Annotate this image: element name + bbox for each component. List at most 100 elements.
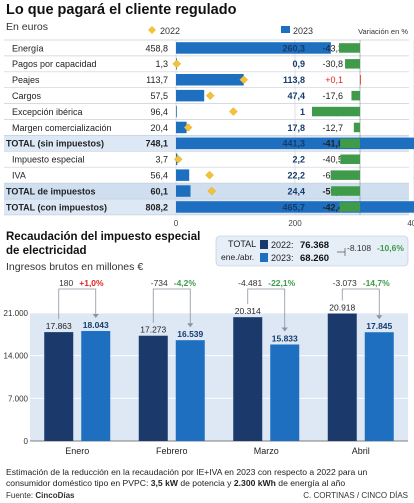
variation-bar [340, 138, 360, 149]
label-2022: 17.863 [46, 321, 72, 331]
change-abs: -734 [151, 278, 168, 288]
label-2022: 17.273 [140, 325, 166, 335]
bar-2023 [176, 137, 414, 150]
row-label: Cargos [12, 91, 42, 101]
value-2023: 22,2 [287, 170, 305, 180]
row-label: TOTAL (sin impuestos) [6, 139, 104, 149]
axis-tick-label: 200 [288, 219, 302, 228]
change-pct: -4,2% [174, 278, 197, 288]
change-pct: -14,7% [363, 278, 390, 288]
value-2022: 113,7 [146, 75, 168, 85]
y-tick-label: 7.000 [8, 394, 29, 403]
category-label: Enero [65, 446, 89, 456]
category-label: Marzo [254, 446, 279, 456]
source-line: Fuente: CincoDías [6, 491, 74, 500]
footnote: Estimación de la reducción en la recauda… [6, 467, 410, 488]
value-2023: 113,8 [283, 75, 305, 85]
variation-bar [311, 106, 360, 117]
marker-2022 [207, 186, 217, 196]
bar-2023 [176, 169, 190, 181]
variation-value: +0,1 [325, 75, 343, 85]
marker-2022 [205, 91, 215, 100]
variation-value: -42,4 [322, 202, 343, 212]
change-abs: 180 [59, 278, 73, 288]
category-label: Febrero [156, 446, 188, 456]
bar-2023 [364, 332, 394, 441]
variation-bar [351, 90, 360, 101]
total-diff: -8.108 [347, 243, 371, 253]
footnote-power: 3,5 kW [150, 477, 178, 488]
main-title: Lo que pagará el cliente regulado [6, 2, 237, 18]
y-tick-label: 0 [24, 437, 29, 446]
axis-tick-label: 0 [174, 219, 179, 228]
y-tick-label: 21.000 [4, 309, 29, 318]
value-2023: 465,7 [282, 202, 305, 212]
marker-2022 [173, 154, 183, 164]
label-2023: 15.833 [272, 333, 298, 343]
category-label: Abril [352, 446, 370, 456]
variation-value: -40,5 [322, 155, 343, 165]
footnote-text-2: de potencia y [177, 477, 234, 488]
bar-2023 [176, 74, 244, 86]
row-label: TOTAL de impuestos [6, 186, 96, 196]
change-connector [341, 288, 380, 319]
marker-2022 [205, 170, 214, 180]
change-connector [152, 288, 191, 327]
footnote-energy: 2.300 kWh [233, 477, 276, 488]
legend-2023-marker [281, 26, 290, 33]
bar-2023 [176, 89, 205, 102]
variation-bar [360, 75, 361, 85]
value-2022: 20,4 [150, 123, 168, 133]
bar-2022 [138, 335, 168, 441]
change-abs: -4.481 [238, 278, 262, 288]
chart-subtitle: Ingresos brutos en millones € [6, 261, 144, 273]
change-arrow [187, 323, 194, 328]
total-pct: -10,6% [377, 243, 404, 253]
total-2022-value: 76.368 [300, 240, 329, 251]
units-label: En euros [6, 21, 49, 33]
variation-bar [340, 154, 360, 164]
bar-2023 [175, 340, 205, 441]
value-2023: 260,3 [282, 43, 305, 53]
variation-value: -41,0 [322, 139, 343, 149]
change-arrow [376, 315, 383, 320]
change-pct: +1,0% [79, 278, 104, 288]
total-bracket [337, 248, 346, 256]
source-label: Fuente: [6, 491, 36, 500]
value-2022: 458,8 [145, 43, 168, 53]
label-2023: 16.539 [177, 329, 203, 339]
marker-2022 [239, 75, 248, 85]
row-label: Energía [12, 43, 44, 53]
total-2022-label: 2022: [271, 240, 294, 250]
total-2022-marker [260, 240, 268, 249]
value-2022: 748,1 [145, 139, 168, 149]
row-label: Impuesto especial [12, 155, 85, 165]
row-highlight [4, 183, 409, 199]
value-2022: 808,2 [145, 202, 168, 212]
change-connector [247, 288, 286, 331]
change-arrow [92, 314, 99, 319]
total-2023-marker [260, 253, 268, 262]
total-box-period: ene./abr. [221, 252, 254, 262]
value-2022: 1,3 [155, 59, 168, 69]
marker-2022 [183, 123, 193, 132]
bar-2022 [327, 313, 357, 441]
change-abs: -3.073 [333, 278, 357, 288]
row-label: IVA [12, 170, 26, 180]
label-2022: 20.314 [235, 306, 261, 316]
legend-2022-marker [148, 26, 156, 34]
label-2022: 20.918 [329, 302, 355, 312]
value-2022: 60,1 [150, 186, 168, 196]
change-arrow [281, 327, 288, 332]
bar-2022 [233, 317, 263, 441]
value-2023: 47,4 [287, 91, 305, 101]
label-2023: 18.043 [83, 320, 109, 330]
credit-line: C. CORTINAS / CINCO DÍAS [303, 491, 408, 500]
chart-title-line1: Recaudación del impuesto especial [6, 231, 201, 243]
change-pct: -22,1% [268, 278, 295, 288]
legend-2023-label: 2023 [293, 26, 313, 36]
footnote-text-1: Estimación de la reducción en la recauda… [6, 467, 368, 488]
bar-2023 [176, 185, 191, 197]
chart-title-line2: de electricidad [6, 245, 87, 257]
